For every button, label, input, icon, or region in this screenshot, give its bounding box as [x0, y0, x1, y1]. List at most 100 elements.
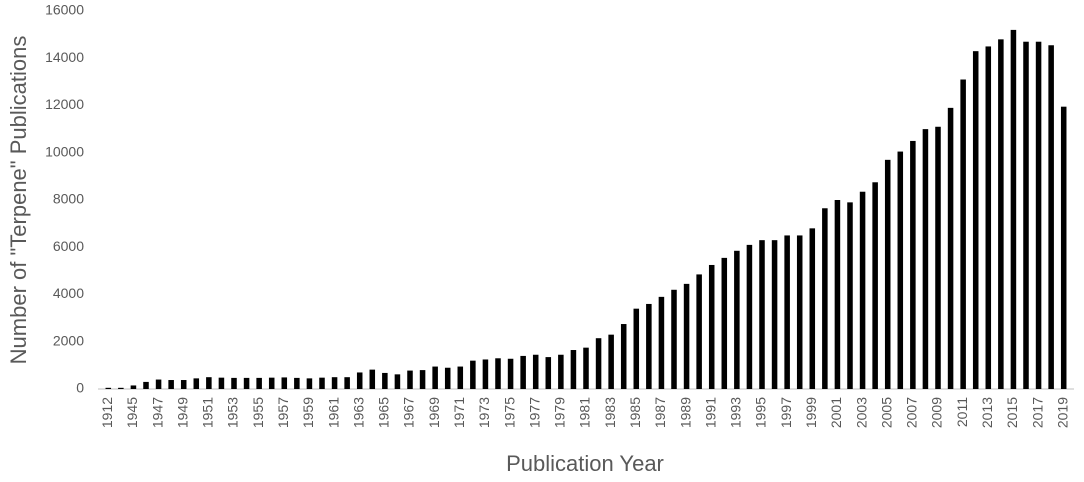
y-tick-label: 10000 [45, 143, 84, 159]
x-tick-label: 1983 [602, 397, 618, 428]
x-tick-label: 1977 [526, 397, 542, 428]
bar [180, 380, 187, 389]
x-tick-label: 1971 [451, 397, 467, 428]
x-tick-label: 1945 [124, 397, 140, 428]
bar [382, 372, 388, 389]
bar [1010, 29, 1017, 390]
y-tick-label: 6000 [53, 238, 84, 254]
x-tick-label: 1973 [476, 397, 492, 428]
bar [935, 126, 941, 389]
bar [1035, 41, 1042, 390]
bar [809, 228, 816, 389]
bar [256, 377, 262, 389]
y-tick-label: 0 [76, 380, 84, 396]
x-tick-label: 1957 [275, 397, 291, 428]
bar [105, 387, 112, 389]
bar [696, 274, 702, 389]
x-tick-label: 2011 [954, 397, 970, 427]
x-tick-label: 2017 [1029, 397, 1045, 428]
x-tick-label: 1947 [149, 397, 165, 428]
bar [910, 140, 916, 389]
bar [281, 377, 288, 389]
bar [444, 367, 451, 389]
x-tick-label: 2015 [1004, 397, 1020, 428]
bar [143, 381, 149, 389]
x-tick-label: 1955 [250, 397, 266, 428]
x-tick-label: 1987 [652, 397, 668, 428]
x-tick-label: 1993 [728, 397, 744, 428]
bar [922, 129, 929, 389]
bar [834, 200, 841, 389]
bar [960, 79, 966, 389]
bar [532, 354, 539, 389]
bar [155, 379, 162, 389]
x-tick-label: 1969 [426, 397, 442, 428]
x-tick-label: 1965 [376, 397, 392, 428]
bar [331, 377, 338, 389]
bar [193, 378, 200, 389]
bar [432, 366, 438, 389]
bar [734, 250, 740, 389]
x-tick-label: 2019 [1054, 397, 1070, 428]
bar [646, 303, 652, 389]
x-tick-label: 2007 [904, 397, 920, 428]
bar [130, 385, 137, 389]
x-tick-label: 1961 [325, 397, 341, 428]
bar [998, 39, 1004, 389]
x-tick-label: 2009 [929, 397, 945, 428]
y-tick-label: 4000 [53, 285, 84, 301]
bar [168, 380, 174, 389]
bar [1060, 106, 1067, 390]
bar [294, 377, 300, 389]
bar [683, 283, 690, 389]
bar [822, 208, 828, 389]
bar [470, 360, 476, 389]
bar [972, 51, 979, 389]
x-tick-label: 1989 [677, 397, 693, 428]
bar [708, 264, 715, 389]
bar [847, 202, 853, 389]
y-tick-label: 8000 [53, 191, 84, 207]
x-tick-label: 1949 [174, 397, 190, 428]
bar [495, 358, 501, 389]
bar [784, 235, 790, 389]
bar [859, 191, 866, 389]
x-tick-label: 1963 [350, 397, 366, 428]
bar [206, 377, 212, 389]
x-tick-label: 1997 [778, 397, 794, 428]
x-tick-label: 2013 [979, 397, 995, 428]
x-tick-label: 2003 [853, 397, 869, 428]
bar [419, 370, 426, 389]
bar [771, 240, 778, 389]
bar [1048, 45, 1054, 389]
bar [595, 338, 602, 389]
bar [520, 355, 526, 389]
bar [268, 377, 275, 389]
bar [457, 366, 464, 389]
bar [796, 235, 803, 389]
bar [218, 377, 225, 389]
x-tick-label: 2001 [828, 397, 844, 428]
bar [356, 372, 363, 389]
bar [344, 377, 350, 389]
bar [608, 334, 614, 389]
bar [884, 159, 891, 389]
y-tick-label: 12000 [45, 96, 84, 112]
x-tick-label: 1967 [401, 397, 417, 428]
bar [570, 350, 577, 389]
bar [620, 324, 627, 389]
bar [319, 377, 325, 389]
bar [583, 347, 589, 389]
bar [897, 151, 904, 389]
bar [306, 378, 313, 389]
y-tick-label: 2000 [53, 332, 84, 348]
bar [721, 257, 728, 389]
bar [507, 358, 514, 389]
y-axis-title: Number of "Terpene" Publications [6, 36, 31, 365]
x-tick-label: 1981 [577, 397, 593, 428]
bar [872, 182, 878, 389]
bar [947, 107, 954, 390]
bar [658, 296, 665, 389]
bar [118, 387, 124, 389]
